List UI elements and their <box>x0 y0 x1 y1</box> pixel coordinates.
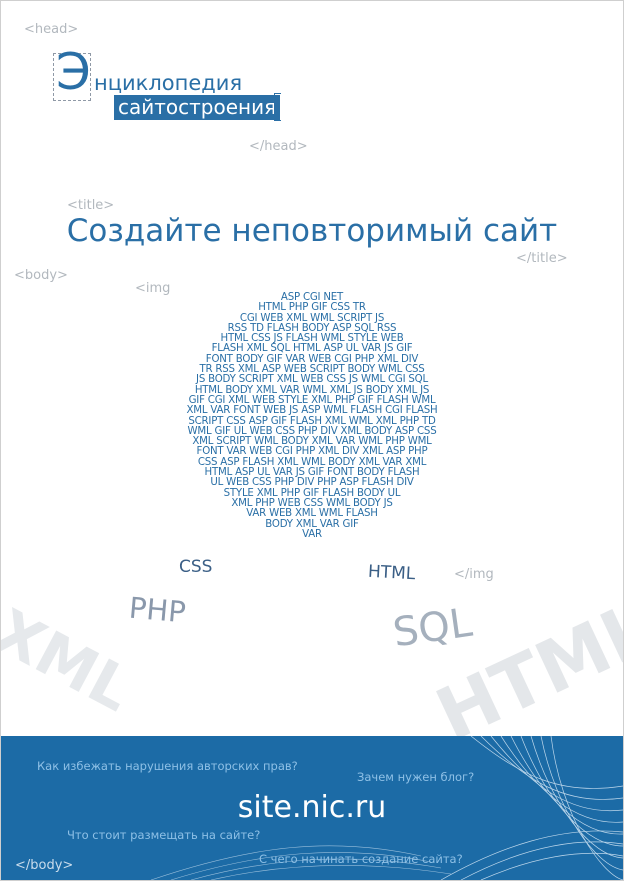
cloud-line: HTML BODY XML VAR WML XML JS BODY XML JS <box>194 384 430 396</box>
footer-question-3: Что стоит размещать на сайте? <box>67 828 261 842</box>
cloud-line: GIF CGI XML WEB STYLE XML PHP GIF FLASH … <box>188 394 436 406</box>
cloud-line: XML PHP WEB CSS WML BODY JS <box>231 497 393 509</box>
cloud-line: HTML PHP GIF CSS TR <box>258 302 366 314</box>
cloud-line: XML SCRIPT WML BODY XML VAR WML PHP WML <box>192 436 432 448</box>
head-close-tag: </head> <box>249 139 308 154</box>
logo-letter: Э <box>56 43 91 101</box>
title-open-tag: <title> <box>67 198 115 213</box>
headline: Создайте неповторимый сайт <box>66 213 558 249</box>
logo-line-1: нциклопедия <box>94 71 243 95</box>
faded-xml-word: XML <box>0 596 144 726</box>
cloud-line: FONT BODY GIF VAR WEB CGI PHP XML DIV <box>205 353 419 365</box>
cloud-line: HTML ASP UL VAR JS GIF FONT BODY FLASH <box>204 467 420 479</box>
cloud-line: ASP CGI NET <box>280 292 344 303</box>
footer-question-1: Как избежать нарушения авторских прав? <box>37 759 298 773</box>
cloud-line: TR RSS XML ASP WEB SCRIPT BODY WML CSS <box>199 364 425 376</box>
cloud-line: UL WEB CSS PHP DIV PHP ASP FLASH DIV <box>210 477 414 489</box>
tag-word-cloud: ASP CGI NET HTML PHP GIF CSS TR CGI WEB XM… <box>151 292 473 540</box>
logo-frame <box>53 53 91 101</box>
cloud-line: HTML CSS JS FLASH WML STYLE WEB <box>220 333 404 345</box>
cloud-line: CSS ASP FLASH XML WML BODY XML VAR XML <box>197 456 427 468</box>
site-url[interactable]: site.nic.ru <box>237 790 387 825</box>
title-close-tag: </title> <box>516 251 568 266</box>
cloud-line: FLASH XML SQL HTML ASP UL VAR JS GIF <box>211 343 413 355</box>
php-word: PHP <box>127 590 188 630</box>
wave-lines-decoration <box>150 736 623 880</box>
cloud-line: XML VAR FONT WEB JS ASP WML FLASH CGI FL… <box>186 405 438 417</box>
head-open-tag: <head> <box>24 22 79 37</box>
cloud-line: STYLE XML PHP GIF FLASH BODY UL <box>223 487 401 499</box>
footer-banner: Как избежать нарушения авторских прав? З… <box>1 736 623 880</box>
cloud-line: SCRIPT CSS ASP GIF FLASH XML WML XML PHP… <box>188 415 436 427</box>
cloud-line: BODY XML VAR GIF <box>265 518 359 530</box>
body-open-tag: <body> <box>14 268 68 283</box>
body-close-tag: </body> <box>15 858 74 873</box>
footer-question-2: Зачем нужен блог? <box>357 770 475 784</box>
img-close-tag: </img <box>454 567 494 582</box>
cloud-line: FONT VAR WEB CGI PHP XML DIV XML ASP PHP <box>196 446 428 458</box>
cloud-line: JS BODY SCRIPT XML WEB CSS JS WML CGI SQ… <box>196 374 428 386</box>
sql-word: SQL <box>390 599 475 657</box>
cloud-line: CGI WEB XML WML SCRIPT JS <box>239 312 385 324</box>
cloud-line: VAR WEB XML WML FLASH <box>246 508 378 520</box>
html-word: HTML <box>367 561 416 585</box>
text-cursor-icon <box>274 93 281 121</box>
css-word: CSS <box>179 557 213 577</box>
img-open-tag: <img <box>135 281 171 296</box>
cloud-line: WML GIF UL WEB CSS PHP DIV XML BODY ASP … <box>187 425 437 437</box>
cloud-line: RSS TD FLASH BODY ASP SQL RSS <box>227 322 397 334</box>
logo-line-2: сайтостроения <box>114 95 281 120</box>
footer-question-4: С чего начинать создание сайта? <box>259 852 463 866</box>
cloud-line: VAR <box>302 528 322 540</box>
